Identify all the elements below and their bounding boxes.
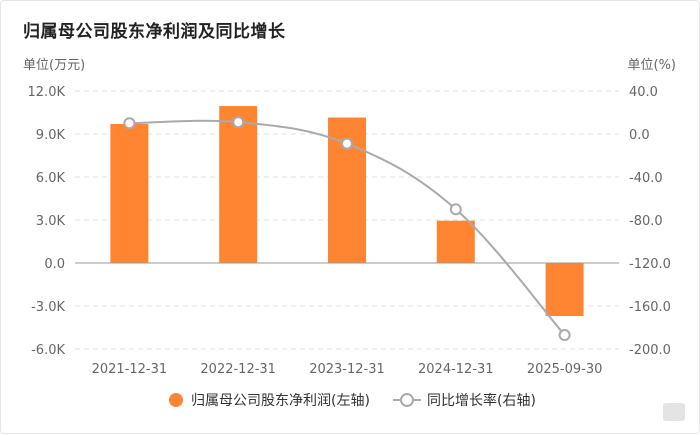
line-point[interactable] xyxy=(449,203,462,216)
line-series xyxy=(123,116,571,342)
legend-bar-swatch-icon xyxy=(169,393,183,407)
right-axis-tick-label: -200.0 xyxy=(629,343,671,358)
legend-line-label: 同比增长率(右轴) xyxy=(427,392,536,409)
left-axis-tick-label: 12.0K xyxy=(28,85,66,100)
line-point[interactable] xyxy=(341,137,353,150)
right-axis-unit: 单位(%) xyxy=(628,58,677,73)
left-axis-tick-label: 6.0K xyxy=(36,171,66,186)
axis-labels: 12.0K 40.0 9.0K 0.0 6.0K -40.0 3.0K -80.0 0.0 -12… xyxy=(28,85,671,377)
left-axis-tick-label: 9.0K xyxy=(36,128,66,143)
x-axis-tick-label: 2021-12-31 xyxy=(92,362,168,377)
line-point[interactable] xyxy=(123,117,136,130)
legend-bar-label: 归属母公司股东净利润(左轴) xyxy=(191,392,370,409)
line-point[interactable] xyxy=(558,329,571,342)
line-point[interactable] xyxy=(232,116,245,129)
legend-line-marker-icon xyxy=(400,393,414,407)
right-axis-tick-label: -80.0 xyxy=(629,214,663,229)
chart-title: 归属母公司股东净利润及同比增长 xyxy=(23,22,286,42)
watermark-logo-icon xyxy=(663,403,685,421)
right-axis-tick-label: 40.0 xyxy=(629,85,658,100)
legend-item-line[interactable]: 同比增长率(右轴) xyxy=(393,392,536,409)
x-axis-tick-label: 2022-12-31 xyxy=(200,362,276,377)
left-axis-tick-label: 3.0K xyxy=(36,214,66,229)
right-axis-tick-label: 0.0 xyxy=(629,128,650,143)
right-axis-tick-label: -120.0 xyxy=(629,257,671,272)
x-axis-tick-label: 2023-12-31 xyxy=(309,362,385,377)
bar-series xyxy=(110,106,584,317)
bar[interactable] xyxy=(436,220,475,263)
left-axis-tick-label: -3.0K xyxy=(31,300,65,315)
left-axis-tick-label: 0.0 xyxy=(44,257,65,272)
left-axis-unit: 单位(万元) xyxy=(23,58,85,73)
bar[interactable] xyxy=(545,263,584,317)
legend-item-bar[interactable]: 归属母公司股东净利润(左轴) xyxy=(169,392,370,409)
x-axis-tick-label: 2025-09-30 xyxy=(527,362,603,377)
legend[interactable]: 归属母公司股东净利润(左轴) 同比增长率(右轴) xyxy=(169,392,536,409)
right-axis-tick-label: -160.0 xyxy=(629,300,671,315)
left-axis-tick-label: -6.0K xyxy=(31,343,65,358)
bar[interactable] xyxy=(219,106,258,263)
x-axis-tick-label: 2024-12-31 xyxy=(418,362,494,377)
right-axis-tick-label: -40.0 xyxy=(629,171,663,186)
bar[interactable] xyxy=(110,123,149,263)
